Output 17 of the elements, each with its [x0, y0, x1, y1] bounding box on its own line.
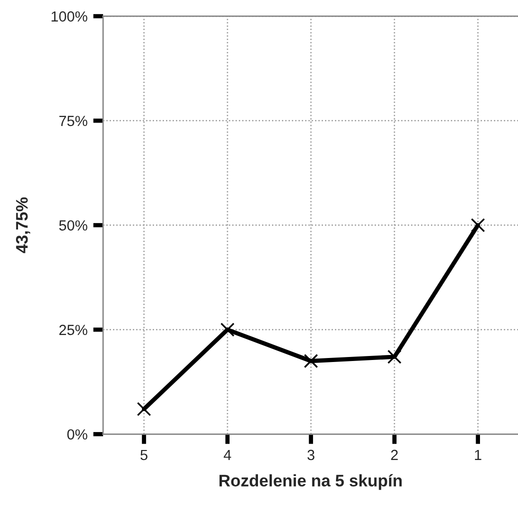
y-tick-label: 50%: [59, 220, 88, 231]
point: [136, 402, 152, 416]
y-tick-label: 100%: [52, 11, 88, 22]
point: [387, 350, 402, 364]
x-tick-label: 2: [391, 450, 398, 460]
y-axis-title: 43,75%: [16, 197, 30, 254]
y-tick-label: 75%: [59, 116, 88, 126]
x-tick-label: 1: [474, 450, 482, 460]
x-tick-label: 3: [307, 450, 314, 460]
point: [470, 218, 486, 232]
y-tick-label: 0%: [67, 429, 88, 440]
x-axis-title: Rozdelenie na 5 skupín: [220, 474, 402, 490]
point: [304, 354, 318, 368]
y-tick-label: 25%: [59, 324, 88, 336]
x-tick-label: 5: [140, 450, 148, 460]
point: [220, 322, 235, 337]
x-tick-label: 4: [224, 450, 232, 460]
